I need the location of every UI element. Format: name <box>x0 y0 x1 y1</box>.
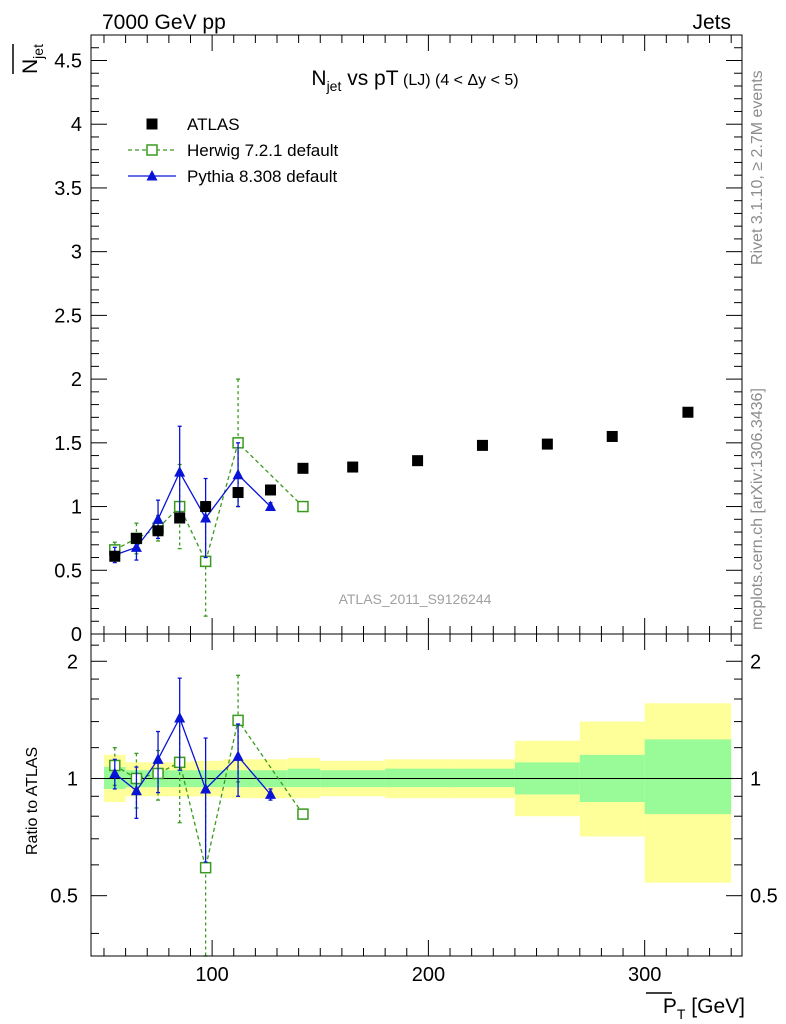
data-point <box>152 753 164 764</box>
ratio-xtick-label: 100 <box>195 964 228 986</box>
series-herwig <box>109 674 309 957</box>
data-point <box>146 118 158 130</box>
data-point <box>152 525 164 537</box>
main-ytick-label: 1.5 <box>54 433 82 455</box>
legend-item: Herwig 7.2.1 default <box>128 141 338 160</box>
ratio-bands <box>91 703 742 883</box>
data-point <box>174 512 186 524</box>
data-point <box>109 550 121 562</box>
ratio-ylabel: Ratio to ATLAS <box>24 747 41 855</box>
ratio-xtick-label: 300 <box>628 964 661 986</box>
data-point <box>130 541 142 552</box>
ylabel-main: N <box>19 59 42 74</box>
ratio-ytick-label: 0.5 <box>50 886 78 908</box>
ratio-xtick-label: 200 <box>412 964 445 986</box>
data-point <box>174 466 186 477</box>
legend: ATLAS Herwig 7.2.1 default Pythia 8.308 de… <box>128 115 338 186</box>
data-point <box>297 500 309 513</box>
xlabel-sub: T <box>677 1006 686 1022</box>
legend-label: Pythia 8.308 default <box>187 167 338 186</box>
main-ytick-label: 4.5 <box>54 50 82 72</box>
xlabel-text: PT [GeV] <box>663 995 745 1022</box>
data-point <box>541 438 553 450</box>
header-right: Jets <box>692 11 731 34</box>
main-title: Njet vs pT (LJ) (4 < Δy < 5) <box>311 67 518 94</box>
ratio-ytick-label-right: 0.5 <box>750 886 778 908</box>
data-point <box>130 532 142 544</box>
legend-label: ATLAS <box>187 115 240 134</box>
data-point <box>146 170 158 181</box>
xlabel-unit: [GeV] <box>685 995 745 1018</box>
main-ylabel: Njet <box>12 44 46 74</box>
series-atlas <box>109 406 694 562</box>
mcplots-label: mcplots.cern.ch [arXiv:1306.3436] <box>749 388 766 630</box>
ylabel-text: Njet <box>19 44 46 74</box>
band-inner <box>385 768 451 788</box>
ratio-series <box>109 674 309 957</box>
main-ytick-label: 3.5 <box>54 178 82 200</box>
series-herwig <box>109 378 309 617</box>
main-ytick-label: 3 <box>71 242 82 264</box>
legend-item: ATLAS <box>146 115 240 134</box>
band-inner <box>287 768 321 788</box>
rivet-label: Rivet 3.1.10, ≥ 2.7M events <box>749 70 766 265</box>
ratio-ytick-label-right: 2 <box>750 651 761 673</box>
ratio-frame <box>90 633 743 957</box>
ratio-axes: 0.5 0.5 1 1 2 2 100 200 300 <box>50 634 778 986</box>
ratio-ytick-label: 1 <box>67 768 78 790</box>
main-ytick-label: 1 <box>71 497 82 519</box>
legend-item: Pythia 8.308 default <box>128 167 338 186</box>
main-ytick-label: 2 <box>71 369 82 391</box>
xlabel-main: P <box>663 995 677 1018</box>
data-point <box>297 808 309 820</box>
data-point <box>146 144 158 156</box>
data-point <box>174 711 186 723</box>
data-point <box>297 462 309 474</box>
main-ytick-label: 0.5 <box>54 560 82 582</box>
band-inner <box>644 739 732 815</box>
ratio-ytick-label: 2 <box>67 651 78 673</box>
data-point <box>265 500 277 512</box>
data-point <box>199 861 212 874</box>
data-point <box>200 782 212 794</box>
data-point <box>200 512 212 523</box>
title-small: (LJ) (4 < Δy < 5) <box>399 72 519 89</box>
main-axes: 0 0.5 1 1.5 2 2.5 3 3.5 4 4.5 <box>54 34 742 646</box>
data-point <box>265 484 277 496</box>
data-point <box>130 784 142 796</box>
title-sub: jet <box>326 78 342 94</box>
main-series <box>109 378 694 617</box>
data-point <box>412 455 424 467</box>
header-left: 7000 GeV pp <box>102 11 226 34</box>
data-point <box>232 750 244 761</box>
title-mid: vs pT <box>341 67 398 90</box>
ratio-ytick-label-right: 1 <box>750 768 761 790</box>
data-point <box>606 430 618 442</box>
band-inner <box>450 768 515 788</box>
data-point <box>347 461 359 473</box>
main-ytick-label: 4 <box>71 114 82 136</box>
data-point <box>200 501 212 513</box>
title-main: N <box>311 67 326 90</box>
legend-label: Herwig 7.2.1 default <box>187 141 338 160</box>
analysis-watermark: ATLAS_2011_S9126244 <box>339 591 492 607</box>
xlabel: PT [GeV] <box>646 992 745 1022</box>
data-point <box>232 468 244 480</box>
data-point <box>152 513 164 524</box>
data-point <box>265 788 277 799</box>
series-pythia <box>109 677 277 863</box>
main-ytick-label: 0 <box>71 624 82 646</box>
main-ytick-label: 2.5 <box>54 305 82 327</box>
data-point <box>682 406 694 418</box>
data-point <box>476 439 488 451</box>
data-point <box>232 487 244 499</box>
data-point <box>109 767 121 778</box>
ylabel-sub: jet <box>30 44 46 60</box>
